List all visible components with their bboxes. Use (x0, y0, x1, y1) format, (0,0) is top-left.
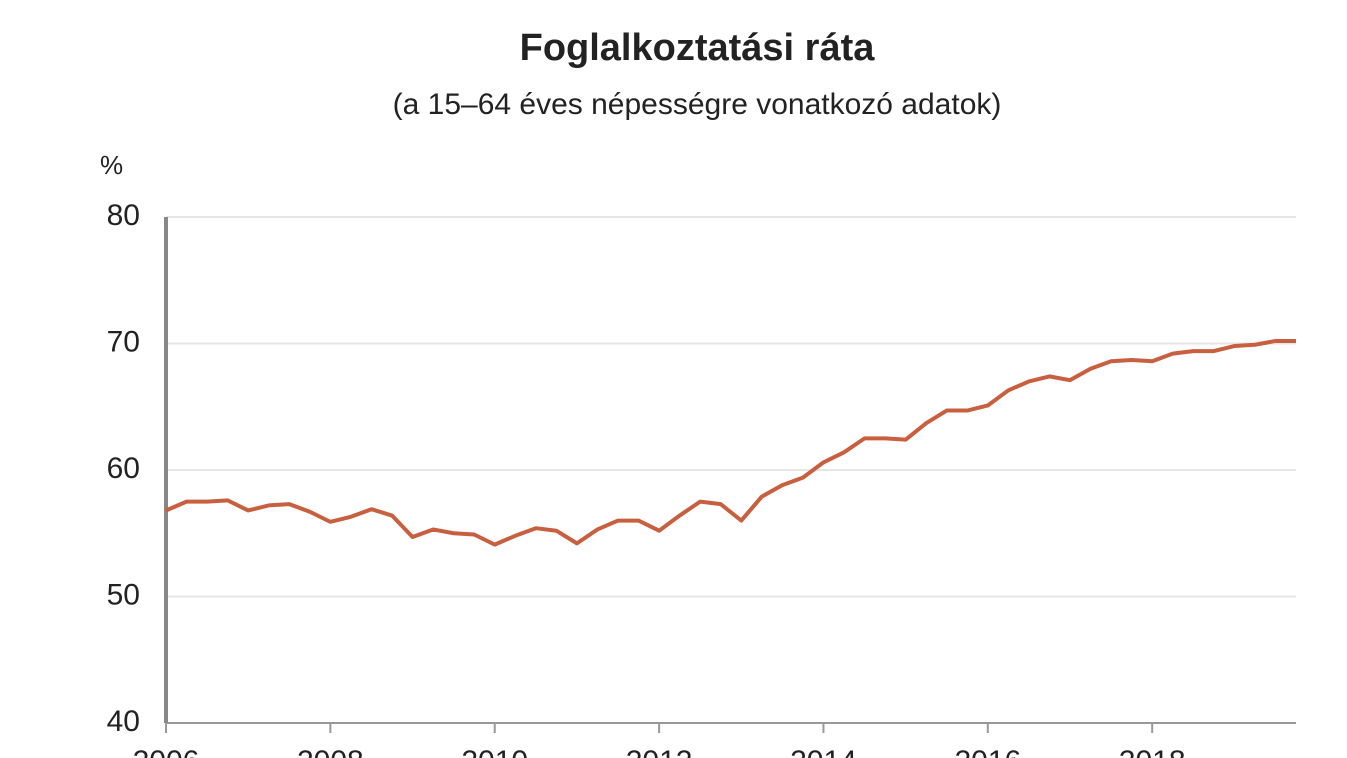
y-tick-label: 50 (107, 578, 140, 611)
x-tick-label: 2014 (790, 745, 857, 758)
y-tick-label: 40 (107, 705, 140, 738)
x-tick-label: 2010 (461, 745, 528, 758)
y-tick-label: 70 (107, 325, 140, 358)
y-tick-label: 80 (107, 199, 140, 232)
x-tick-label: 2012 (626, 745, 693, 758)
chart-title: Foglalkoztatási ráta (520, 27, 876, 69)
x-tick-label: 2016 (954, 745, 1021, 758)
x-tick-label: 2008 (297, 745, 364, 758)
chart-subtitle: (a 15–64 éves népességre vonatkozó adato… (393, 88, 1002, 121)
y-tick-label: 60 (107, 452, 140, 485)
y-axis-label: % (100, 150, 123, 180)
x-tick-label: 2006 (133, 745, 200, 758)
x-tick-label: 2018 (1119, 745, 1186, 758)
data-line (165, 338, 1296, 547)
